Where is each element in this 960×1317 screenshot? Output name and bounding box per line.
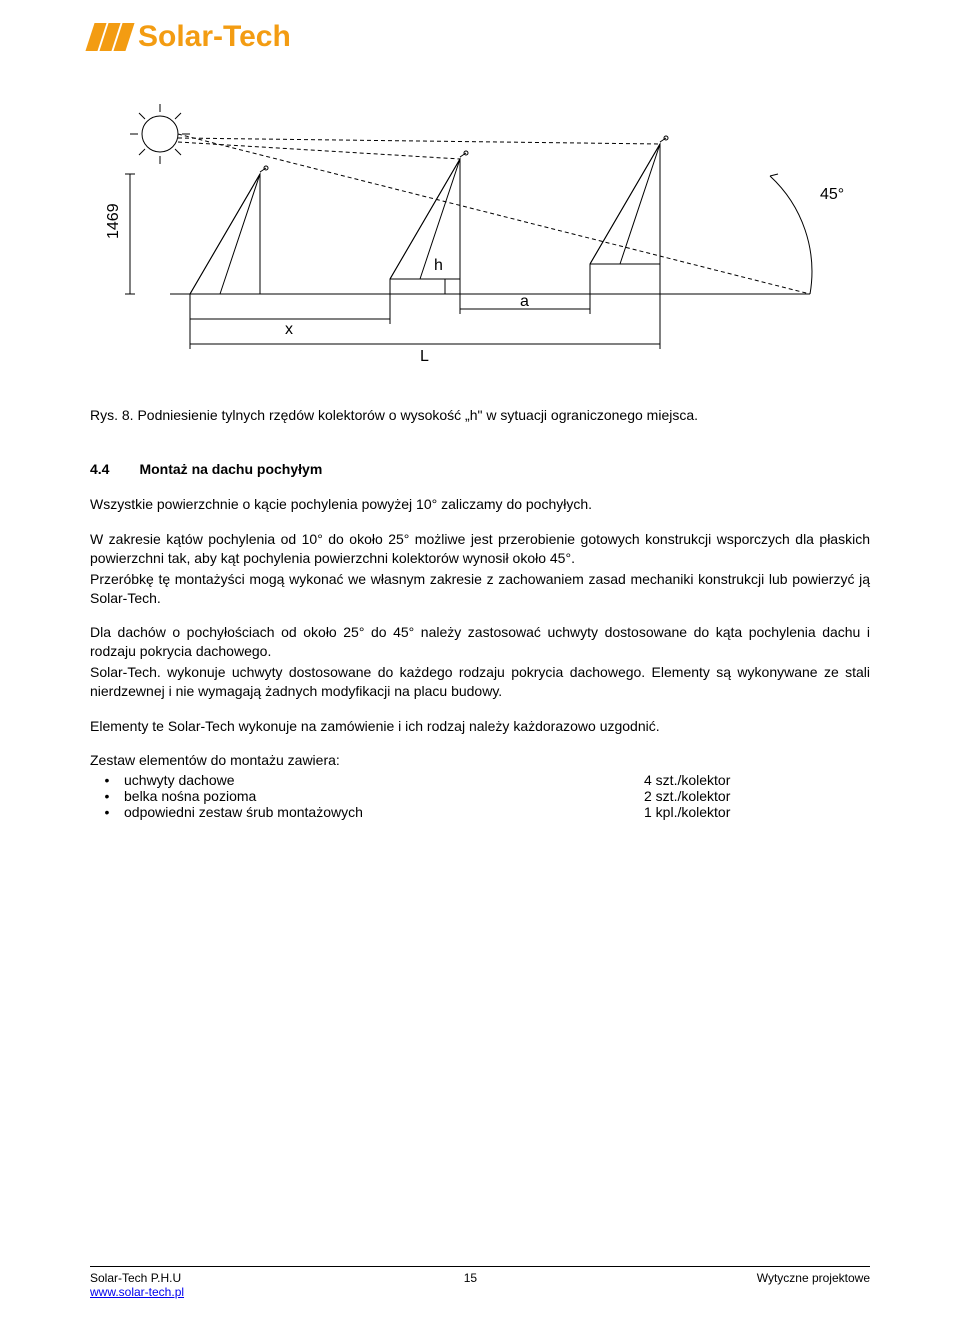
- list-heading: Zestaw elementów do montażu zawiera:: [90, 752, 870, 768]
- figure-8-diagram: 1469 x h a L 45°: [90, 94, 870, 377]
- dim-a: a: [520, 293, 529, 310]
- section-heading: 4.4 Montaż na dachu pochyłym: [90, 461, 870, 477]
- section-title: Montaż na dachu pochyłym: [139, 461, 322, 477]
- item-qty: 2 szt./kolektor: [644, 788, 730, 804]
- brand-name: Solar-Tech: [138, 20, 291, 54]
- paragraph-2: W zakresie kątów pochylenia od 10° do ok…: [90, 530, 870, 568]
- paragraph-5: Solar-Tech. wykonuje uchwyty dostosowane…: [90, 663, 870, 701]
- footer-page-number: 15: [184, 1271, 757, 1299]
- diagram-svg: 1469 x h a L 45°: [90, 94, 870, 374]
- footer-company: Solar-Tech P.H.U: [90, 1271, 184, 1285]
- dim-angle: 45°: [820, 186, 844, 203]
- footer-url[interactable]: www.solar-tech.pl: [90, 1285, 184, 1299]
- bullet-icon: •: [90, 788, 124, 804]
- bullet-icon: •: [90, 804, 124, 820]
- dim-h: h: [434, 257, 443, 274]
- list-item: • uchwyty dachowe 4 szt./kolektor: [90, 772, 870, 788]
- paragraph-1: Wszystkie powierzchnie o kącie pochyleni…: [90, 495, 870, 514]
- paragraph-4: Dla dachów o pochyłościach od około 25° …: [90, 623, 870, 661]
- dim-1469: 1469: [105, 203, 122, 239]
- paragraph-3: Przeróbkę tę montażyści mogą wykonać we …: [90, 570, 870, 608]
- footer-right-text: Wytyczne projektowe: [757, 1271, 870, 1299]
- page-footer: Solar-Tech P.H.U www.solar-tech.pl 15 Wy…: [90, 1266, 870, 1299]
- bullet-icon: •: [90, 772, 124, 788]
- paragraph-6: Elementy te Solar-Tech wykonuje na zamów…: [90, 717, 870, 736]
- list-item: • odpowiedni zestaw śrub montażowych 1 k…: [90, 804, 870, 820]
- logo-slashes-icon: [90, 23, 130, 51]
- item-label: belka nośna pozioma: [124, 788, 644, 804]
- dim-x: x: [285, 321, 293, 338]
- list-item: • belka nośna pozioma 2 szt./kolektor: [90, 788, 870, 804]
- figure-caption: Rys. 8. Podniesienie tylnych rzędów kole…: [90, 407, 870, 423]
- dim-L: L: [420, 348, 429, 365]
- brand-logo: Solar-Tech: [90, 20, 870, 54]
- section-number: 4.4: [90, 461, 109, 477]
- item-label: odpowiedni zestaw śrub montażowych: [124, 804, 644, 820]
- item-qty: 4 szt./kolektor: [644, 772, 730, 788]
- item-label: uchwyty dachowe: [124, 772, 644, 788]
- item-qty: 1 kpl./kolektor: [644, 804, 730, 820]
